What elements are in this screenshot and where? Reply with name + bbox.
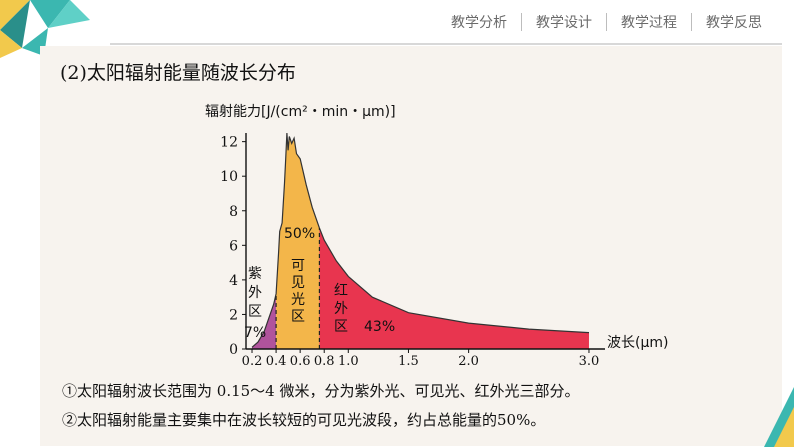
nav-tab-process[interactable]: 教学过程 [621,15,677,31]
visible-region-label: 可 [291,258,305,274]
uv-region-label: 外 [248,285,262,301]
nav-divider [691,13,692,31]
nav-tab-design[interactable]: 教学设计 [536,15,592,31]
y-tick-label: 6 [229,238,238,254]
x-tick-label: 3.0 [579,354,600,369]
decorative-triangles [0,0,90,58]
uv-region-label: 区 [248,304,262,320]
spectrum-curve [251,132,590,348]
y-tick-label: 10 [220,169,238,185]
visible-region [276,133,320,349]
visible-region-label: 见 [291,275,305,291]
visible-region-label: 区 [291,309,305,325]
nav-tab-reflection[interactable]: 教学反思 [706,15,762,31]
visible-percent-label: 50% [284,226,315,242]
decorative-corner [764,387,794,447]
infrared-region-label: 区 [334,319,348,335]
x-tick-label: 2.0 [458,354,479,369]
x-tick-label: 1.0 [338,354,359,369]
x-tick-label: 0.8 [314,354,335,369]
infrared-percent-label: 43% [364,319,395,335]
x-tick-label: 0.6 [290,354,311,369]
y-axis-label: 辐射能力[J/(cm²・min・μm)] [205,104,396,120]
uv-region [252,293,277,349]
x-axis-label: 波长(μm) [607,335,668,351]
infrared-region-label: 红 [334,283,348,299]
section-title: (2)太阳辐射能量随波长分布 [60,62,296,84]
y-tick-label: 0 [229,342,238,358]
infrared-region [319,228,589,349]
nav-divider [521,13,522,31]
infrared-region-label: 外 [334,301,348,317]
visible-region-label: 光 [291,292,305,308]
content-panel [40,46,782,446]
x-tick-label: 0.2 [242,354,263,369]
y-tick-label: 4 [229,273,238,289]
x-tick-label: 0.4 [266,354,287,369]
uv-region-label: 紫 [248,266,262,282]
nav-divider [606,13,607,31]
note-2: ②太阳辐射能量主要集中在波长较短的可见光波段，约占总能量的50%。 [62,411,546,429]
header-rule [110,43,782,45]
uv-percent-label: 7% [244,325,266,341]
x-tick-label: 1.5 [398,354,419,369]
top-nav: 教学分析 教学设计 教学过程 教学反思 [437,12,776,32]
nav-tab-analysis[interactable]: 教学分析 [451,15,507,31]
note-1: ①太阳辐射波长范围为 0.15～4 微米，分为紫外光、可见光、红外光三部分。 [62,382,580,400]
y-tick-label: 2 [229,307,238,323]
y-tick-label: 12 [220,135,238,151]
y-tick-label: 8 [229,204,238,220]
